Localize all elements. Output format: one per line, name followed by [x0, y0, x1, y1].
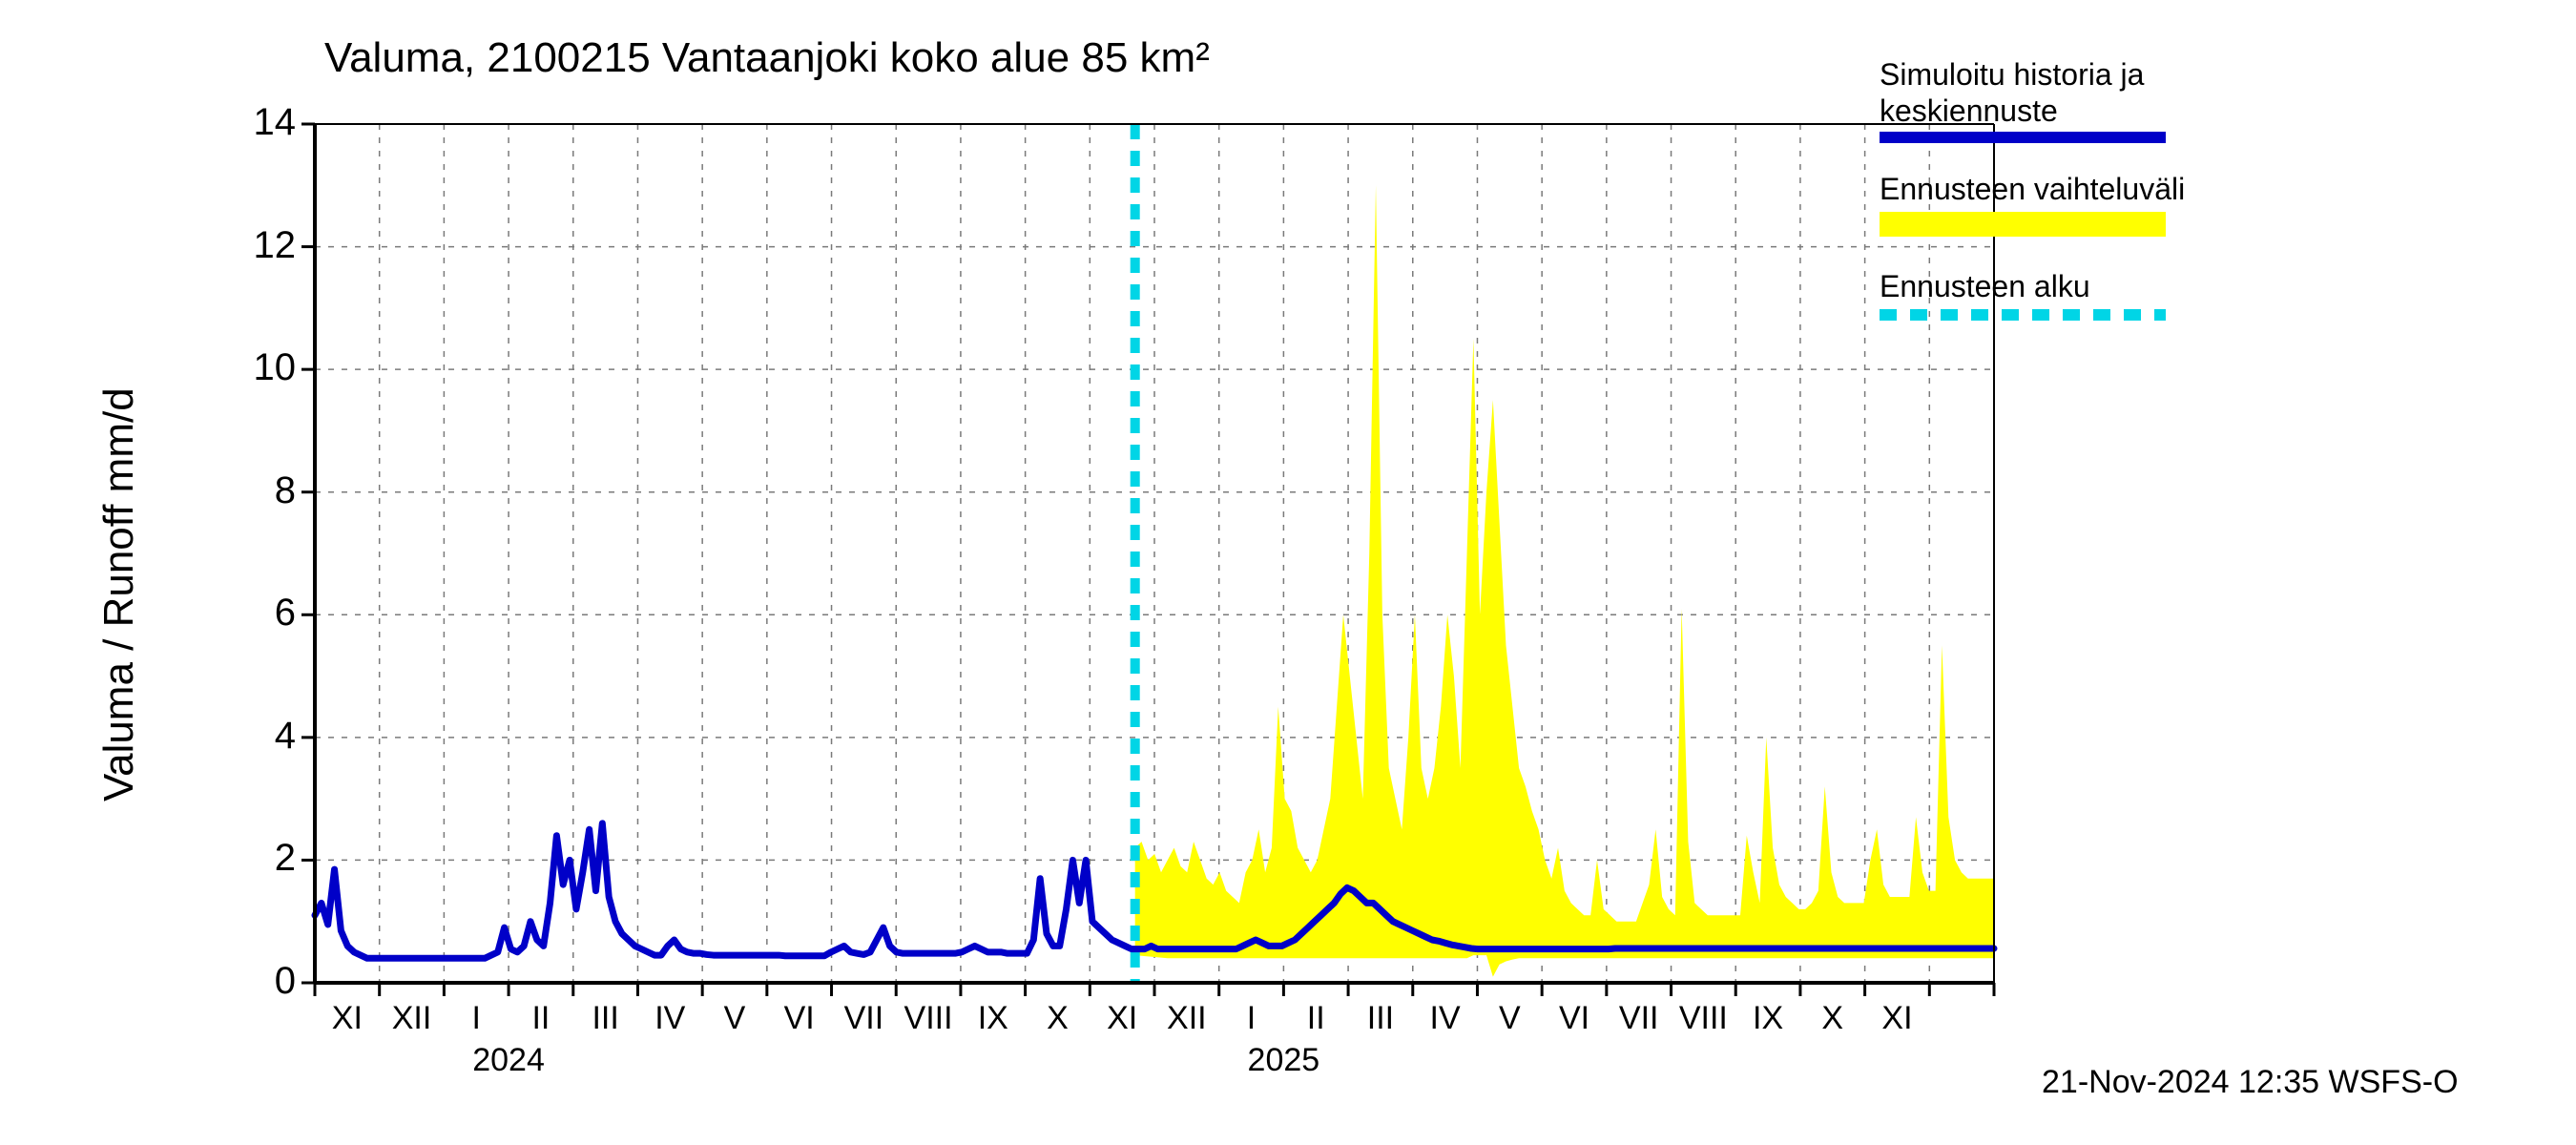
x-year-label: 2025 [1226, 1042, 1340, 1079]
y-tick-label: 6 [219, 592, 296, 635]
legend-item-1-line2: keskiennuste [1880, 94, 2058, 129]
legend-item-2-line1: Ennusteen vaihteluväli [1880, 172, 2185, 207]
y-tick-label: 2 [219, 837, 296, 880]
legend-item-1-line1: Simuloitu historia ja [1880, 57, 2144, 93]
x-year-label: 2024 [451, 1042, 566, 1079]
x-tick-label: XI [1859, 1000, 1935, 1037]
legend-swatch-dash [1880, 309, 2166, 321]
chart-title: Valuma, 2100215 Vantaanjoki koko alue 85… [324, 34, 1210, 82]
legend-item-3-line1: Ennusteen alku [1880, 269, 2090, 304]
legend-swatch-band [1880, 212, 2166, 237]
y-tick-label: 4 [219, 715, 296, 758]
chart-stage: Valuma, 2100215 Vantaanjoki koko alue 85… [0, 0, 2576, 1145]
timestamp-label: 21-Nov-2024 12:35 WSFS-O [2042, 1064, 2459, 1101]
y-tick-label: 12 [219, 224, 296, 267]
y-tick-label: 14 [219, 101, 296, 144]
y-axis-label: Valuma / Runoff mm/d [95, 387, 143, 802]
chart-svg [0, 0, 2576, 1145]
y-tick-label: 0 [219, 960, 296, 1003]
y-tick-label: 8 [219, 469, 296, 512]
legend-swatch-line [1880, 132, 2166, 143]
y-tick-label: 10 [219, 346, 296, 389]
